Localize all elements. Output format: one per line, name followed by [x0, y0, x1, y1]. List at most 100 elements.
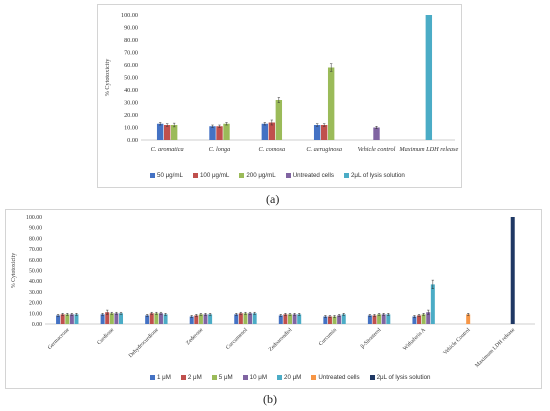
error-bar	[431, 279, 435, 289]
bar	[332, 316, 337, 324]
legend-swatch	[211, 375, 217, 380]
y-tick-label: 30.00	[124, 100, 138, 107]
bar	[60, 314, 65, 324]
error-bar	[211, 124, 214, 128]
error-bar	[164, 313, 167, 316]
chart-frame-a	[97, 4, 462, 188]
x-category-label: Curcumin	[318, 327, 338, 347]
bar	[69, 314, 74, 324]
chart-panel-b: 0.00 10.00 20.00 30.00 40.00 50.00 60.00 70.00 8…	[0, 208, 550, 411]
bar	[278, 315, 283, 324]
error-bar	[119, 311, 123, 315]
error-bar	[150, 311, 153, 315]
legend-swatch	[180, 375, 186, 380]
error-bar	[172, 122, 176, 128]
bar	[373, 127, 380, 140]
error-bar	[159, 311, 163, 315]
x-category-label: Vehicle control	[358, 146, 396, 153]
y-tick-label: 0.00	[127, 137, 138, 144]
bar	[109, 313, 114, 324]
legend-label: 200 μg/mL	[246, 172, 276, 179]
error-bar	[417, 314, 421, 317]
bar	[189, 316, 194, 324]
bar	[367, 315, 372, 324]
y-tick-label: 60.00	[124, 62, 138, 69]
bar	[386, 314, 391, 324]
bar	[119, 313, 124, 324]
bar	[417, 315, 422, 324]
bar	[292, 314, 297, 324]
error-bar	[337, 314, 341, 317]
bar	[158, 313, 163, 324]
legend-item: 20 μM	[277, 374, 301, 381]
legend-item: 2 μM	[180, 374, 202, 381]
x-category-label: Maximum LDH release	[474, 327, 516, 369]
error-bar	[279, 314, 282, 317]
error-bar	[377, 313, 381, 316]
bar	[105, 312, 110, 324]
error-bar	[61, 313, 64, 316]
legend-swatch	[285, 173, 291, 178]
error-bar	[328, 315, 332, 318]
bar	[261, 123, 269, 140]
legend-label: 20 μM	[284, 374, 302, 381]
y-axis-title: % Cytotoxicity	[104, 58, 111, 97]
bar	[208, 314, 213, 324]
error-bar	[322, 123, 326, 127]
error-bar	[239, 311, 243, 315]
bar	[100, 314, 105, 324]
bar	[320, 125, 328, 140]
bar	[203, 314, 208, 324]
error-bar	[284, 313, 287, 316]
bar	[426, 312, 431, 324]
y-tick-label: 60.00	[29, 258, 42, 264]
error-bar	[248, 311, 252, 315]
chart-plot-b: 0.00 10.00 20.00 30.00 40.00 50.00 60.00 70.00 8…	[11, 215, 535, 369]
legend-label: 100 μg/mL	[199, 172, 230, 179]
bar	[163, 314, 168, 324]
legend-swatch	[150, 173, 155, 178]
error-bar	[368, 314, 372, 317]
y-tick-label: 40.00	[29, 279, 42, 285]
x-category-label: C. aromatica	[151, 146, 184, 153]
legend-item: Untreated cells	[285, 172, 334, 179]
legend-item: 2μL of lysis solution	[343, 172, 405, 179]
panel-label-b: (b)	[263, 392, 277, 406]
y-tick-label: 70.00	[124, 50, 138, 57]
y-tick-label: 10.00	[29, 311, 42, 317]
y-tick-label: 80.00	[29, 236, 42, 242]
bar	[297, 314, 302, 324]
legend-label: 10 μM	[249, 374, 267, 381]
error-bar	[342, 313, 345, 316]
y-tick-label: 20.00	[124, 112, 138, 119]
error-bar	[199, 313, 203, 316]
y-tick-label: 30.00	[29, 290, 42, 296]
bar	[341, 314, 346, 324]
error-bar	[329, 63, 333, 72]
error-bar	[66, 313, 69, 316]
bar	[234, 314, 239, 324]
legend-label: Untreated cells	[292, 172, 334, 179]
error-bar	[270, 119, 274, 126]
error-bar	[263, 122, 267, 126]
error-bar	[218, 124, 221, 128]
y-tick-label: 80.00	[124, 37, 138, 44]
legend-swatch	[277, 375, 282, 380]
error-bar	[293, 313, 296, 316]
bar	[372, 315, 377, 324]
error-bar	[288, 313, 292, 316]
bar	[252, 313, 257, 324]
legend-swatch	[150, 375, 155, 380]
error-bar	[387, 313, 390, 316]
y-tick-label: 50.00	[124, 75, 138, 82]
legend-label: 2μL of lysis solution	[350, 172, 405, 179]
chart-legend-a: 50 μg/mL 100 μg/mL 200 μg/mL Untreated cell…	[150, 172, 405, 179]
error-bar	[155, 311, 158, 315]
bar	[425, 15, 433, 140]
chart-plot-a: 0.00 10.00 20.00 30.00 40.00 50.00 60.00 70.00 8…	[104, 12, 458, 153]
bar	[466, 314, 471, 324]
y-tick-label: 100.00	[121, 12, 138, 19]
legend-swatch	[239, 173, 245, 178]
error-bar	[204, 313, 207, 316]
bar	[268, 122, 276, 140]
